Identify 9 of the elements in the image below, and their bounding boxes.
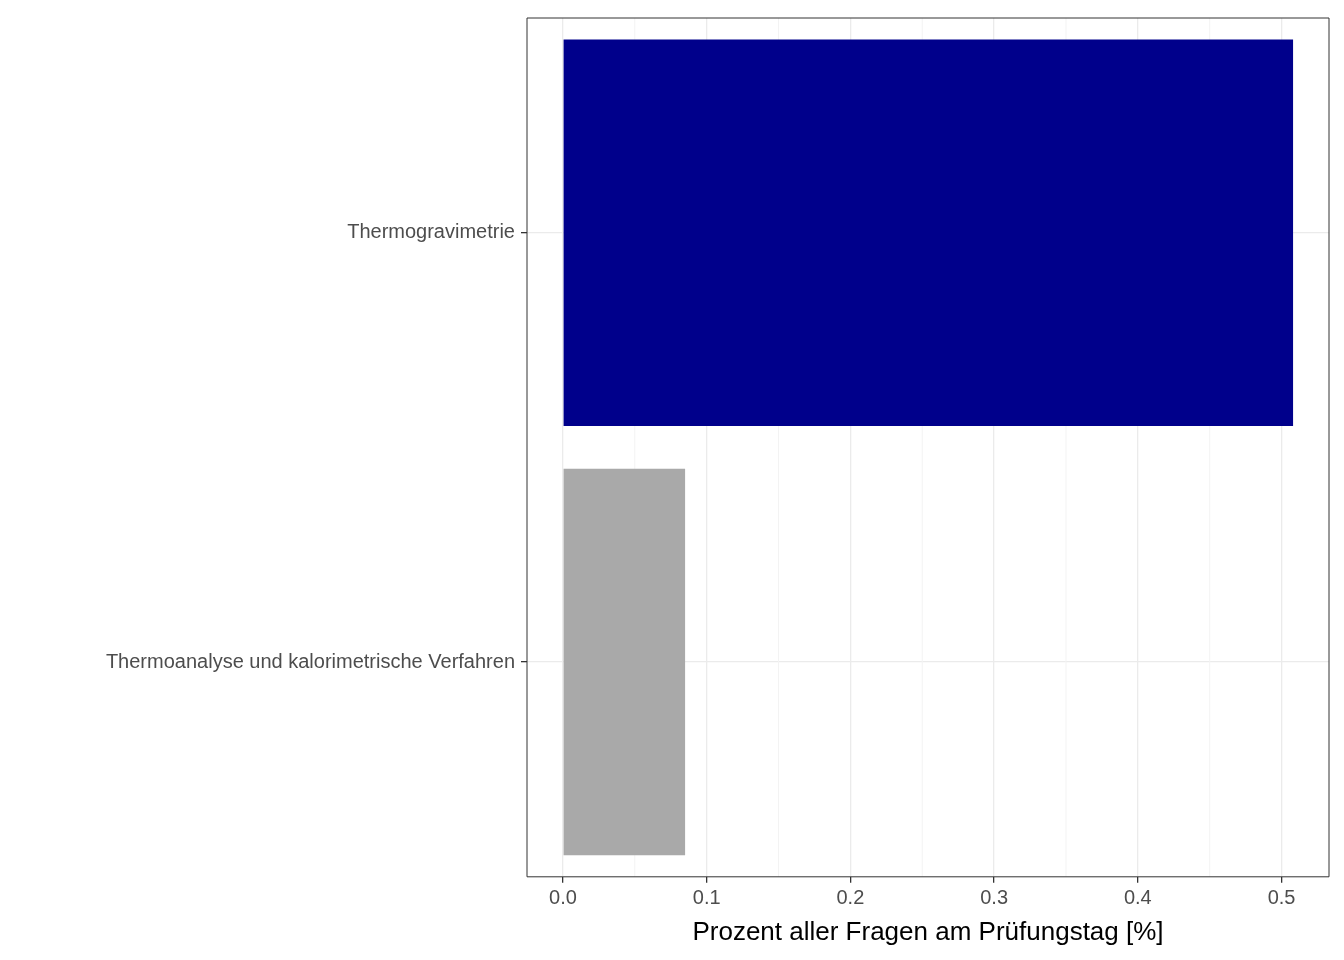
x-tick-label: 0.3 [980, 886, 1009, 909]
x-tick-label: 0.5 [1267, 886, 1296, 909]
y-tick-label: Thermogravimetrie [347, 220, 515, 243]
x-tick-label: 0.2 [836, 886, 865, 909]
x-axis-title: Prozent aller Fragen am Prüfungstag [%] [692, 915, 1164, 946]
x-tick-label: 0.4 [1123, 886, 1152, 909]
y-tick-label: Thermoanalyse und kalorimetrische Verfahren [105, 649, 515, 672]
x-tick-label: 0.1 [692, 886, 721, 909]
x-tick-label: 0.0 [549, 886, 577, 909]
